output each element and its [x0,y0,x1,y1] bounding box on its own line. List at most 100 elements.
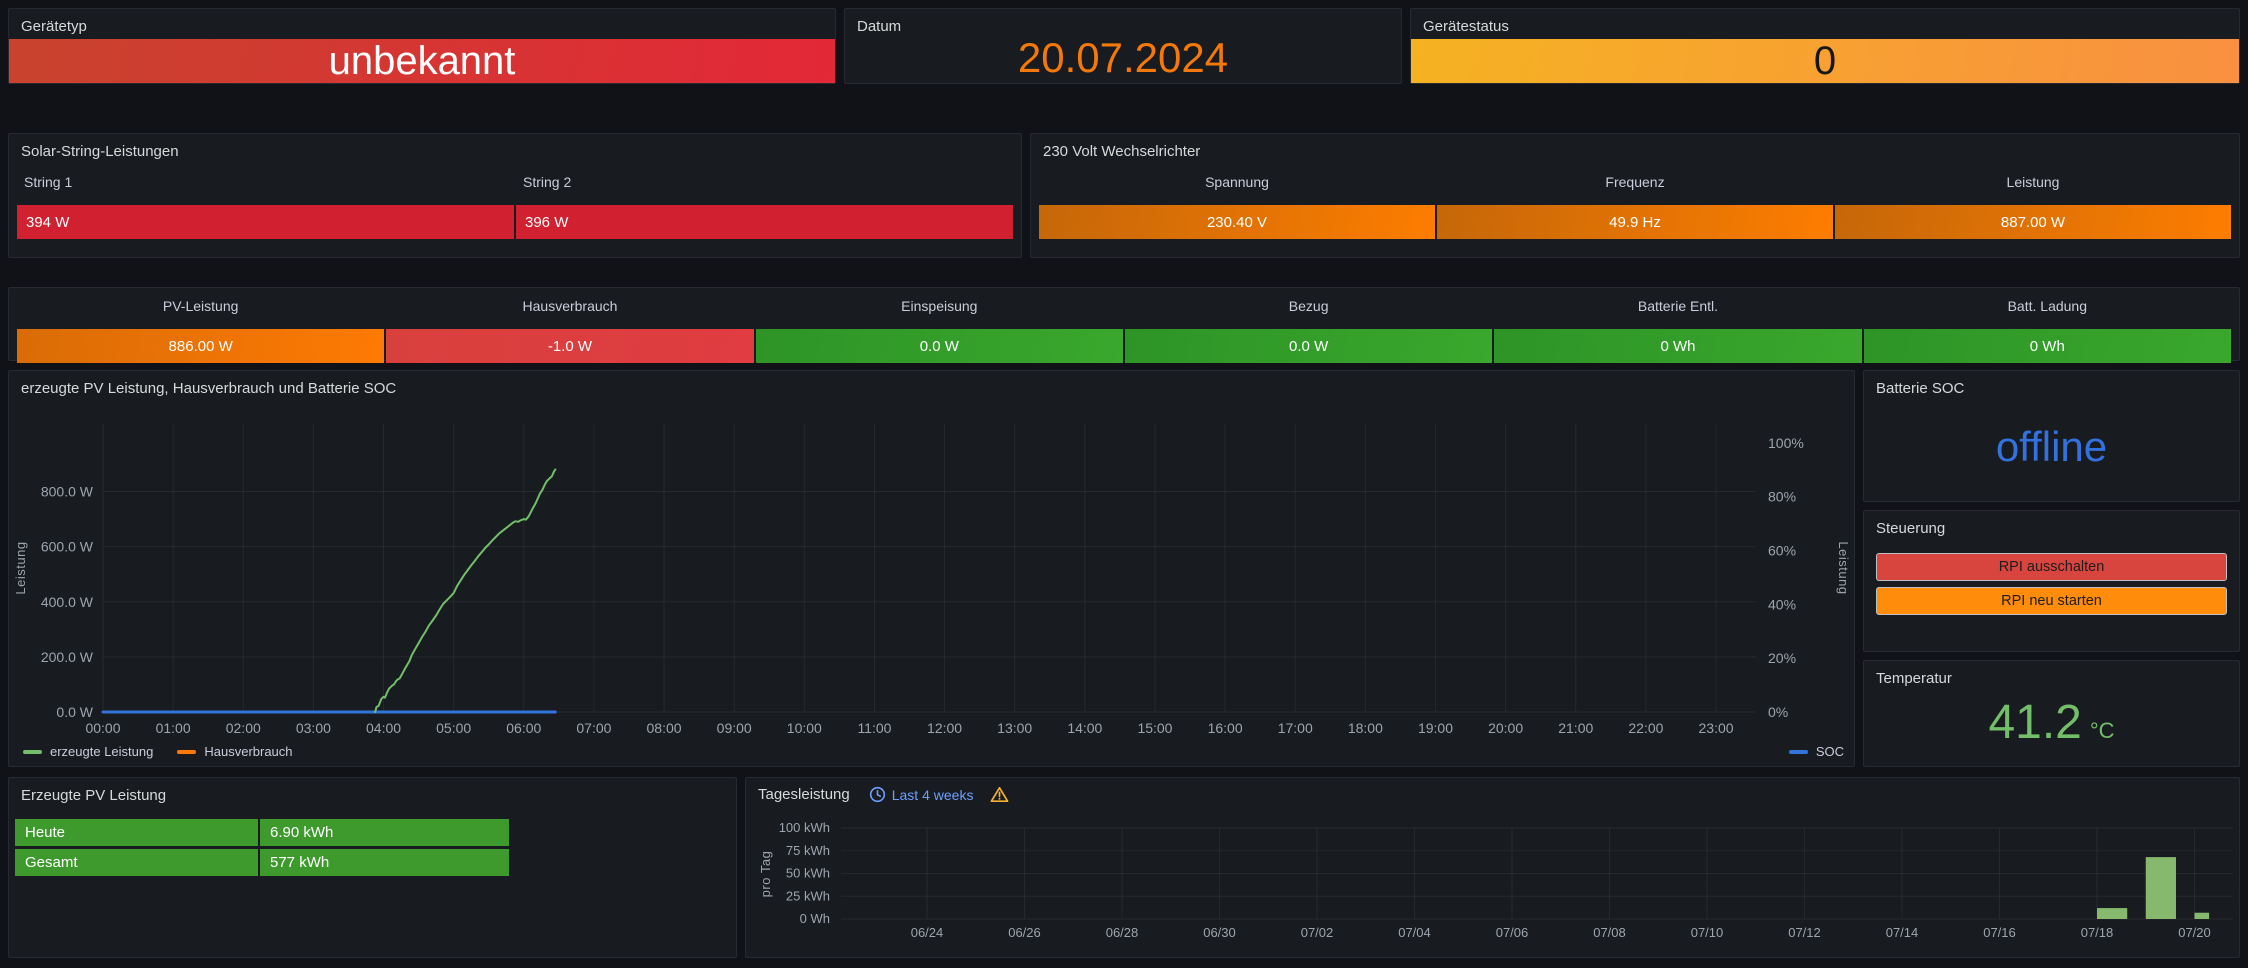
stat-einspeisung: Einspeisung 0.0 W [755,298,1123,363]
stat-bezug: Bezug 0.0 W [1124,298,1493,363]
table-row-heute: Heute 6.90 kWh [15,819,514,846]
svg-text:50 kWh: 50 kWh [786,866,830,881]
svg-text:07/20: 07/20 [2178,925,2211,940]
time-range-label: Last 4 weeks [891,786,974,803]
timeseries-plot[interactable]: 00:00 01:00 02:00 03:00 04:00 05:00 06:00 07:00… [9,371,1856,768]
legend-label-hausverbrauch: Hausverbrauch [204,744,293,759]
svg-text:06:00: 06:00 [506,720,541,736]
leistung-cell: Leistung 887.00 W [1835,174,2231,239]
panel-stats-row: PV-Leistung 886.00 W Hausverbrauch -1.0 … [8,287,2240,363]
panel-title-datum: Datum [857,18,902,35]
stat-hausverbrauch: Hausverbrauch -1.0 W [386,298,754,363]
time-range-control[interactable]: Last 4 weeks [869,786,974,803]
panel-title-batterie-soc: Batterie SOC [1876,380,1965,397]
rpi-neu-starten-button[interactable]: RPI neu starten [1876,587,2227,615]
svg-text:03:00: 03:00 [296,720,331,736]
panel-steuerung: Steuerung RPI ausschalten RPI neu starte… [1863,510,2240,652]
geraetetyp-value: unbekannt [9,39,835,83]
panel-warning-icon[interactable] [990,786,1009,803]
panel-title-geraetetyp: Gerätetyp [21,18,87,35]
stat-batterie-entl-label: Batterie Entl. [1637,298,1719,314]
rpi-ausschalten-button[interactable]: RPI ausschalten [1876,553,2227,581]
stat-pv-leistung: PV-Leistung 886.00 W [17,298,385,363]
svg-text:07/12: 07/12 [1788,925,1821,940]
svg-text:600.0 W: 600.0 W [41,539,94,555]
frequenz-cell: Frequenz 49.9 Hz [1437,174,1833,239]
string1-label: String 1 [24,174,73,190]
stat-batt-ladung: Batt. Ladung 0 Wh [1863,298,2231,363]
panel-title-solar-strings: Solar-String-Leistungen [21,143,179,160]
spannung-value-bar: 230.40 V [1039,205,1435,239]
svg-text:75 kWh: 75 kWh [786,843,830,858]
main-chart-legend-left: erzeugte Leistung Hausverbrauch [23,744,293,759]
spannung-label: Spannung [1205,174,1269,190]
svg-text:100 kWh: 100 kWh [779,820,830,835]
soc-swatch-icon [1788,749,1808,754]
panel-solar-strings: Solar-String-Leistungen String 1 394 W S… [8,133,1022,258]
clock-icon [869,786,885,803]
svg-text:20%: 20% [1768,650,1796,666]
panel-title-steuerung: Steuerung [1876,520,1946,537]
panel-main-chart: erzeugte PV Leistung, Hausverbrauch und … [8,370,1855,767]
legend-label-erzeugte-leistung: erzeugte Leistung [50,744,154,759]
stat-einspeisung-label: Einspeisung [901,298,978,314]
svg-text:02:00: 02:00 [226,720,261,736]
leistung-label: Leistung [2006,174,2060,190]
svg-text:07:00: 07:00 [576,720,611,736]
svg-text:07/16: 07/16 [1983,925,2016,940]
panel-geraetestatus: Gerätestatus 0 [1410,8,2240,84]
panel-title-main-chart: erzeugte PV Leistung, Hausverbrauch und … [21,380,397,397]
legend-item-erzeugte-leistung[interactable]: erzeugte Leistung [23,744,153,759]
svg-text:17:00: 17:00 [1278,720,1313,736]
stat-batterie-entl-value: 0 Wh [1494,329,1862,363]
string2-label: String 2 [523,174,572,190]
svg-text:Leistung: Leistung [13,541,28,594]
svg-text:pro Tag: pro Tag [758,851,773,898]
frequenz-value-bar: 49.9 Hz [1437,205,1833,239]
stat-hausverbrauch-value: -1.0 W [386,329,754,363]
svg-text:22:00: 22:00 [1628,720,1663,736]
panel-geraetetyp: Gerätetyp unbekannt [8,8,836,84]
daily-bars-plot[interactable]: 06/24 06/26 06/28 06/30 07/02 07/04 07/06 07/08… [746,778,2241,959]
svg-text:10:00: 10:00 [787,720,822,736]
temperatur-unit: °C [2089,718,2115,743]
svg-text:07/04: 07/04 [1398,925,1431,940]
stat-pv-leistung-label: PV-Leistung [162,298,239,314]
panel-tagesleistung: 06/24 06/26 06/28 06/30 07/02 07/04 07/06 07/08… [745,777,2240,958]
heute-label-cell: Heute [15,819,258,846]
leistung-value-bar: 887.00 W [1835,205,2231,239]
panel-title-pv-table: Erzeugte PV Leistung [21,787,167,804]
main-chart-legend-right: SOC [1788,744,1844,759]
svg-text:07/10: 07/10 [1691,925,1724,940]
stat-pv-leistung-value: 886.00 W [17,329,385,363]
panel-batterie-soc: Batterie SOC offline [1863,370,2240,502]
svg-text:11:00: 11:00 [857,720,891,736]
temperatur-number: 41.2 [1988,696,2082,749]
svg-text:06/30: 06/30 [1203,925,1236,940]
svg-text:800.0 W: 800.0 W [41,484,94,500]
svg-text:23:00: 23:00 [1699,720,1734,736]
legend-item-soc[interactable]: SOC [1788,744,1844,759]
hausverbrauch-swatch-icon [177,749,197,754]
legend-item-hausverbrauch[interactable]: Hausverbrauch [177,744,293,759]
panel-datum: Datum 20.07.2024 [844,8,1402,84]
svg-text:21:00: 21:00 [1558,720,1593,736]
stat-einspeisung-value: 0.0 W [755,329,1123,363]
svg-text:0%: 0% [1768,704,1788,720]
string2-cell: String 2 396 W [516,174,1013,239]
svg-text:08:00: 08:00 [647,720,682,736]
erzeugte-leistung-swatch-icon [23,749,42,754]
svg-text:40%: 40% [1768,596,1796,612]
svg-text:80%: 80% [1768,489,1796,505]
svg-text:09:00: 09:00 [717,720,752,736]
svg-text:25 kWh: 25 kWh [786,888,830,903]
panel-title-geraetestatus: Gerätestatus [1423,18,1509,35]
svg-text:20:00: 20:00 [1488,720,1523,736]
gesamt-label-cell: Gesamt [15,849,258,876]
svg-text:0.0 W: 0.0 W [56,704,93,720]
svg-text:200.0 W: 200.0 W [41,649,94,665]
panel-title-wechselrichter: 230 Volt Wechselrichter [1043,143,1201,160]
temperatur-value: 41.2 °C [1864,695,2239,760]
svg-text:100%: 100% [1768,435,1804,451]
